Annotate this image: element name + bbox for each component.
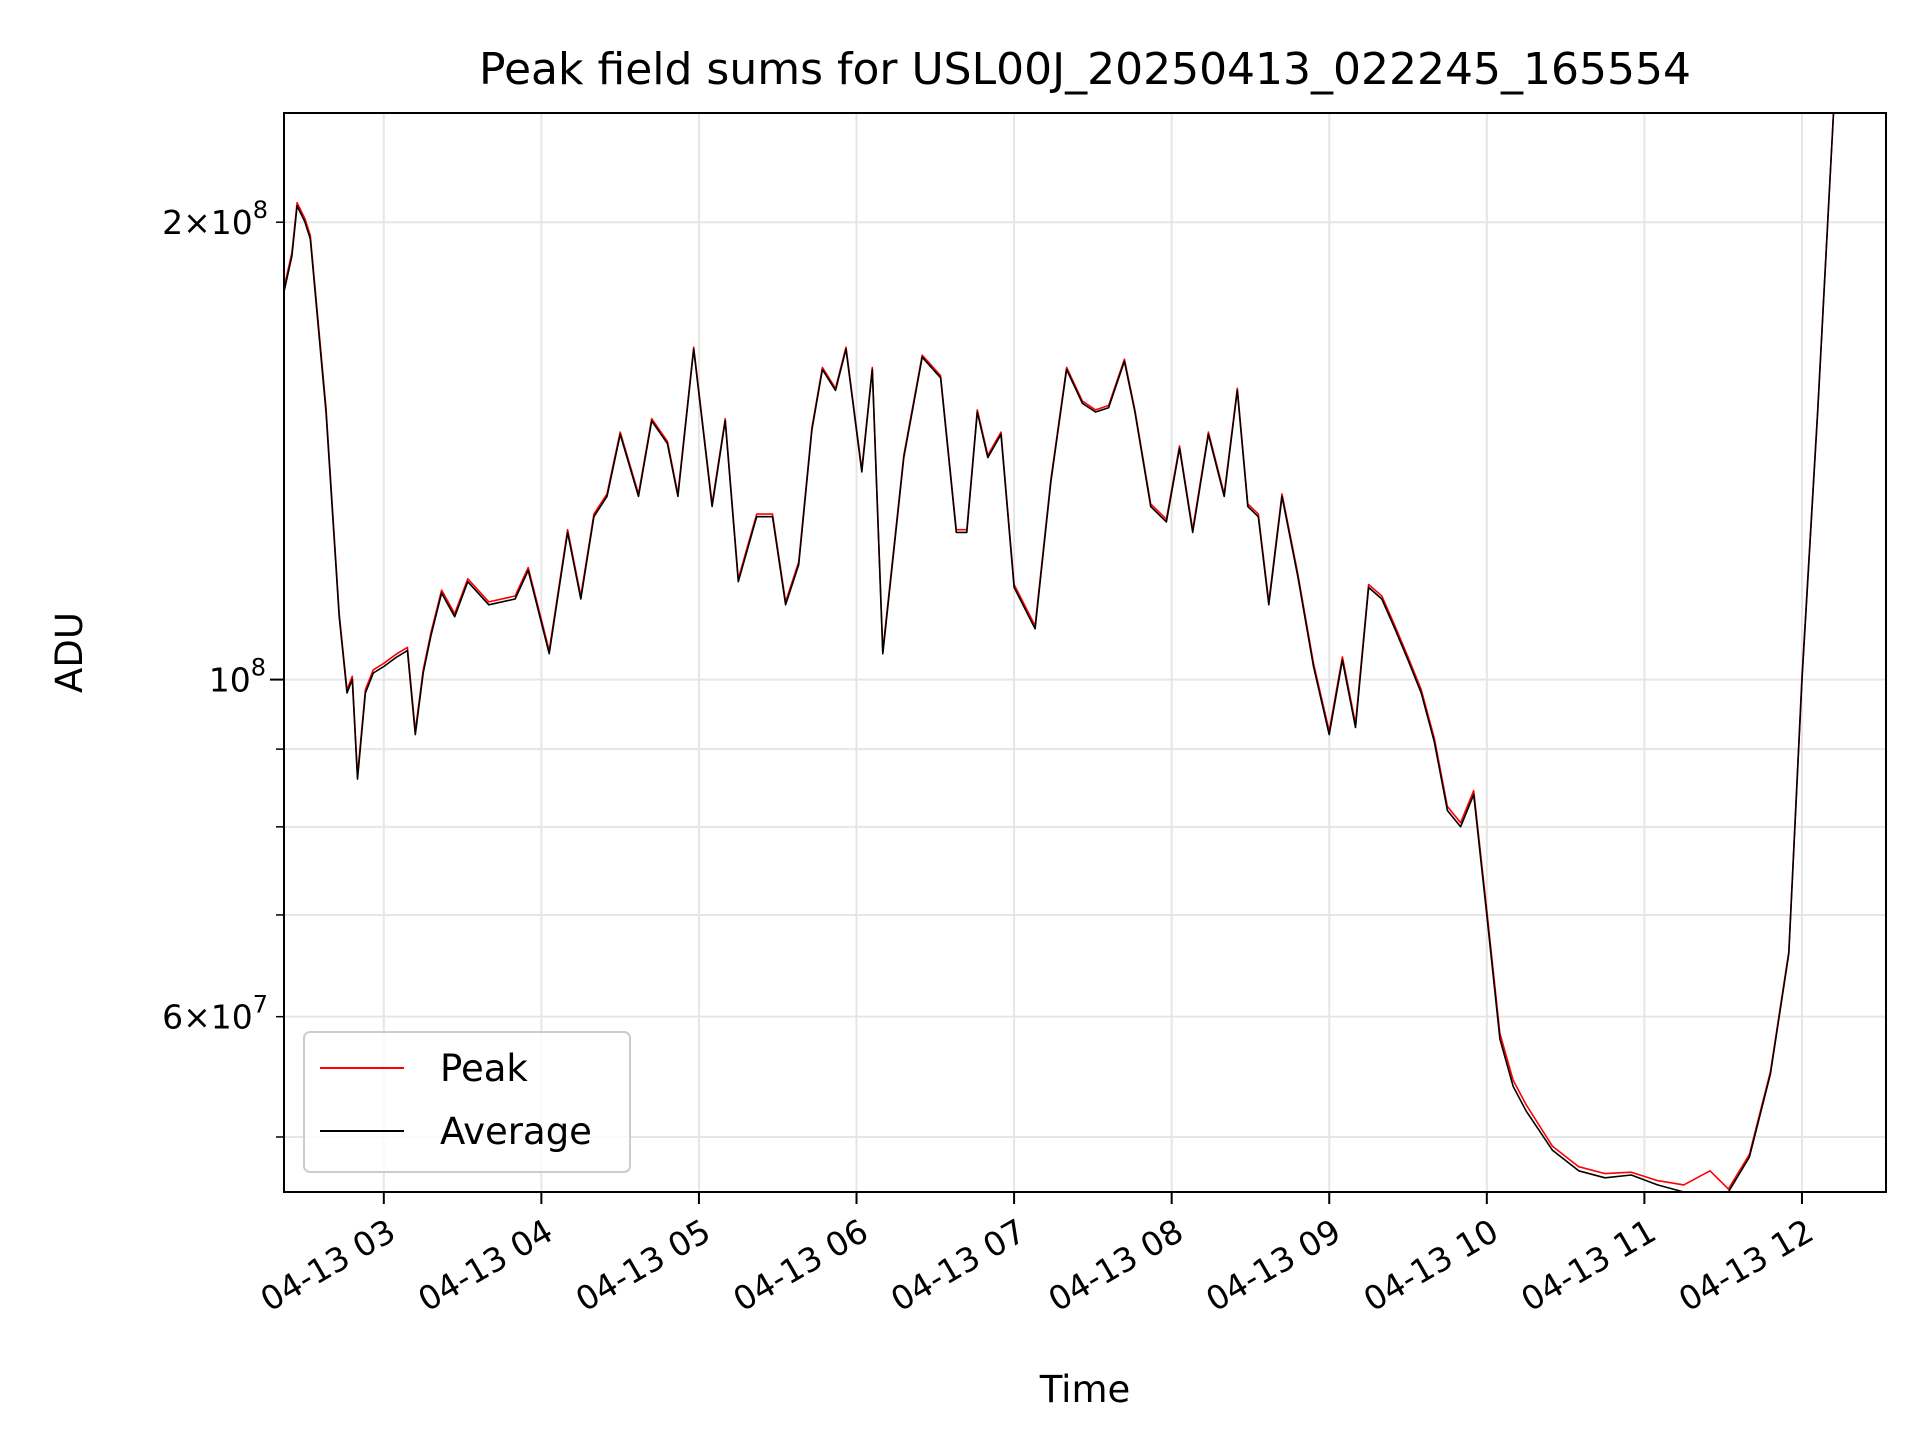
legend: Peak Average (303, 1031, 631, 1173)
y-tick-label: 6×107 (162, 991, 268, 1037)
y-axis-ticks: 6×107 2×108 108 (162, 196, 284, 1138)
x-axis-label: Time (1039, 1368, 1131, 1411)
series-line-average (283, 112, 1835, 1193)
legend-label-average: Average (440, 1110, 592, 1153)
y-axis-label: ADU (48, 612, 91, 693)
grid (284, 113, 1886, 1192)
series-line-peak (283, 112, 1835, 1190)
legend-label-peak: Peak (440, 1047, 528, 1090)
y-tick-label: 108 (209, 654, 266, 700)
plot-frame (283, 112, 1887, 1193)
series-lines (283, 112, 1835, 1193)
y-tick-label: 2×108 (162, 196, 268, 242)
chart-title: Peak field sums for USL00J_20250413_0222… (479, 44, 1691, 95)
